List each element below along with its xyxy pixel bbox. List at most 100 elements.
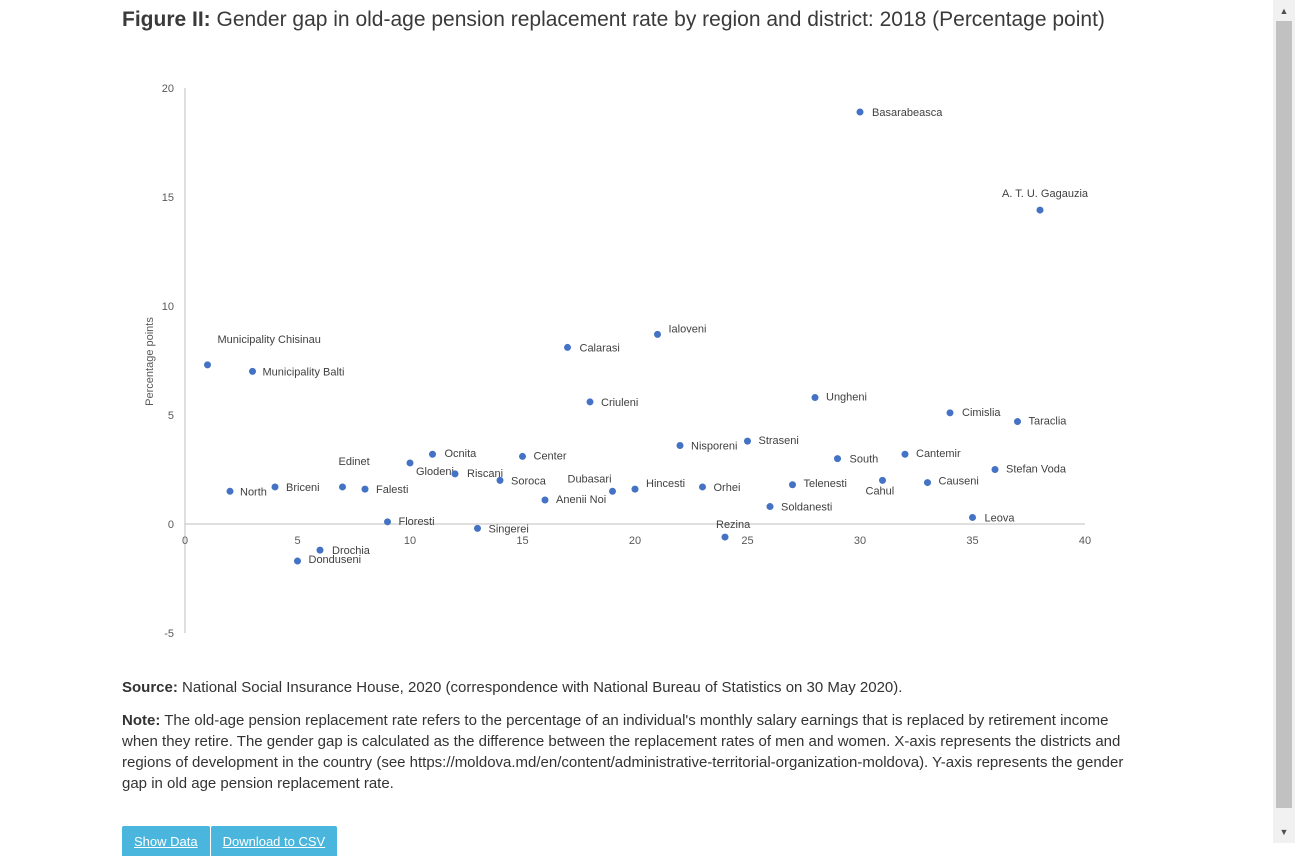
data-label: Cimislia	[962, 407, 1001, 419]
scatter-chart: -5 0 5 10 15 20 0 5 10 15 20 25 30 35 40 Percentage poi…	[144, 83, 1091, 640]
download-csv-button[interactable]: Download to CSV	[210, 826, 338, 856]
scroll-down-arrow-icon[interactable]: ▼	[1279, 827, 1289, 837]
data-point	[991, 466, 999, 473]
data-point	[856, 108, 864, 116]
source-label: Source:	[122, 679, 178, 696]
button-row: Show Data Download to CSV	[122, 826, 338, 856]
data-point	[226, 487, 234, 495]
scroll-up-arrow-icon[interactable]: ▲	[1279, 6, 1289, 16]
data-label: Telenesti	[804, 478, 847, 490]
x-tick-label: 15	[516, 535, 528, 547]
note-paragraph: Note: The old-age pension replacement ra…	[122, 710, 1137, 794]
data-label: Rezina	[716, 519, 751, 531]
data-point	[1014, 418, 1021, 426]
data-point	[699, 483, 706, 491]
data-point	[406, 459, 414, 467]
data-point	[586, 398, 594, 406]
data-label: Soldanesti	[781, 502, 832, 514]
y-tick-label: 15	[162, 192, 174, 204]
data-label: A. T. U. Gagauzia	[1002, 188, 1089, 200]
data-label: Anenii Noi	[556, 494, 606, 506]
data-point	[474, 524, 481, 532]
figure-title: Figure II: Gender gap in old-age pension…	[122, 6, 1122, 34]
data-point	[766, 503, 774, 511]
data-label: Cahul	[866, 485, 895, 497]
data-point	[271, 483, 279, 491]
data-point	[654, 330, 661, 338]
note-text: The old-age pension replacement rate ref…	[122, 712, 1124, 792]
data-label: Municipality Chisinau	[218, 334, 321, 346]
data-point	[339, 483, 346, 491]
data-label: South	[850, 454, 879, 466]
x-tick-label: 40	[1079, 535, 1091, 547]
data-label: Orhei	[714, 482, 741, 494]
data-label: Soroca	[511, 475, 547, 487]
data-label: Drochia	[332, 545, 371, 557]
data-label: Leova	[985, 512, 1016, 524]
data-label: Falesti	[376, 484, 408, 496]
data-point	[631, 485, 639, 493]
data-label: Dubasari	[568, 473, 612, 485]
data-point	[249, 367, 256, 375]
data-label: Nisporeni	[691, 441, 737, 453]
vertical-scrollbar[interactable]: ▲ ▼	[1273, 0, 1295, 843]
figure-label: Figure II:	[122, 8, 211, 31]
data-point	[744, 437, 751, 445]
data-point	[294, 557, 301, 565]
data-point	[316, 546, 324, 554]
data-point	[541, 496, 549, 504]
data-point	[204, 361, 211, 369]
data-label: Straseni	[759, 435, 799, 447]
x-tick-label: 5	[294, 535, 300, 547]
source-note: Source: National Social Insurance House,…	[122, 678, 1142, 698]
x-tick-label: 35	[966, 535, 978, 547]
data-label: Glodeni	[416, 466, 454, 478]
data-label: Stefan Voda	[1006, 464, 1067, 476]
data-label: Ialoveni	[669, 323, 707, 335]
data-point	[384, 518, 391, 526]
data-point	[721, 533, 729, 541]
data-point	[946, 409, 954, 417]
data-label: Criuleni	[601, 397, 638, 409]
x-tick-label: 30	[854, 535, 866, 547]
data-label: Briceni	[286, 482, 320, 494]
data-label: Donduseni	[309, 554, 362, 566]
data-label: Calarasi	[580, 342, 620, 354]
x-tick-label: 25	[741, 535, 753, 547]
data-point	[429, 450, 436, 458]
note-label: Note:	[122, 712, 161, 729]
figure-title-text: Gender gap in old-age pension replacemen…	[216, 8, 1105, 31]
y-tick-label: 5	[168, 410, 174, 422]
x-tick-label: 10	[404, 535, 416, 547]
data-label: Center	[534, 450, 567, 462]
data-point	[924, 479, 931, 487]
data-label: Causeni	[939, 476, 979, 488]
data-point	[361, 485, 369, 493]
x-tick-label: 0	[182, 535, 188, 547]
data-label: Edinet	[339, 456, 370, 468]
data-point	[609, 487, 616, 495]
data-label: Municipality Balti	[263, 366, 345, 378]
y-tick-label: -5	[164, 628, 174, 640]
source-text: National Social Insurance House, 2020 (c…	[182, 679, 903, 696]
data-label: Taraclia	[1029, 416, 1068, 428]
data-point	[451, 470, 459, 478]
y-tick-label: 0	[168, 519, 174, 531]
data-label: Ocnita	[445, 448, 478, 460]
data-label: Basarabeasca	[872, 107, 943, 119]
y-tick-label: 10	[162, 301, 174, 313]
data-point	[564, 343, 571, 351]
data-point	[811, 394, 819, 402]
data-point	[789, 481, 796, 489]
show-data-button[interactable]: Show Data	[122, 826, 210, 856]
data-point	[496, 476, 504, 484]
data-label: Riscani	[467, 468, 503, 480]
x-tick-label: 20	[629, 535, 641, 547]
data-point	[1036, 206, 1044, 214]
data-label: Hincesti	[646, 478, 685, 490]
scroll-thumb[interactable]	[1276, 21, 1292, 808]
data-label: North	[240, 486, 267, 498]
data-label: Ungheni	[826, 392, 867, 404]
data-point	[969, 513, 976, 521]
data-label: Singerei	[489, 523, 529, 535]
